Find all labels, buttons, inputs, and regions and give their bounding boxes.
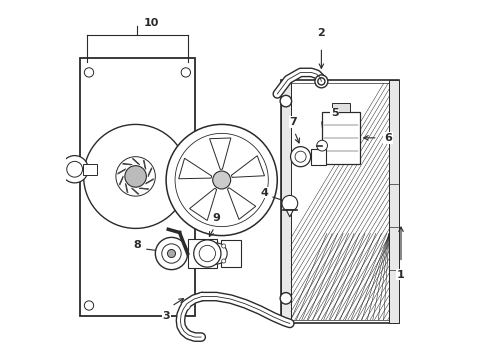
Polygon shape — [210, 138, 231, 169]
Circle shape — [206, 243, 227, 264]
Circle shape — [213, 171, 231, 189]
Circle shape — [166, 125, 277, 235]
Text: 1: 1 — [397, 270, 405, 280]
Polygon shape — [190, 188, 217, 221]
Circle shape — [291, 147, 311, 167]
Text: 9: 9 — [212, 213, 220, 223]
Bar — [311, 149, 326, 165]
Circle shape — [282, 195, 298, 211]
Circle shape — [318, 78, 325, 85]
Text: 4: 4 — [261, 188, 269, 198]
Circle shape — [181, 301, 191, 310]
Bar — [332, 103, 350, 112]
Circle shape — [125, 166, 147, 187]
Polygon shape — [227, 188, 256, 219]
Circle shape — [84, 125, 188, 228]
Text: 2: 2 — [318, 28, 325, 39]
Circle shape — [221, 259, 226, 263]
Circle shape — [61, 156, 88, 183]
Circle shape — [315, 75, 328, 88]
Bar — [291, 83, 389, 320]
Bar — [82, 164, 97, 175]
Circle shape — [116, 157, 155, 196]
Circle shape — [84, 68, 94, 77]
Bar — [221, 240, 242, 267]
Circle shape — [175, 134, 269, 226]
Bar — [188, 239, 217, 268]
Bar — [389, 80, 399, 323]
Text: 7: 7 — [290, 117, 297, 127]
Circle shape — [295, 151, 306, 162]
Polygon shape — [231, 156, 265, 177]
Circle shape — [181, 68, 191, 77]
Text: 8: 8 — [133, 239, 141, 249]
Bar — [281, 80, 399, 323]
Bar — [281, 80, 291, 323]
Circle shape — [155, 237, 188, 270]
Circle shape — [280, 95, 292, 107]
Circle shape — [84, 301, 94, 310]
Circle shape — [67, 161, 82, 177]
Circle shape — [199, 245, 216, 262]
Circle shape — [221, 244, 226, 248]
Circle shape — [280, 293, 292, 304]
Text: 10: 10 — [144, 18, 159, 28]
Circle shape — [168, 249, 175, 257]
Polygon shape — [179, 158, 212, 179]
Circle shape — [162, 244, 181, 263]
Bar — [322, 112, 360, 164]
Text: 6: 6 — [384, 133, 392, 143]
Bar — [80, 58, 195, 316]
Circle shape — [194, 240, 221, 267]
Polygon shape — [286, 210, 294, 217]
Text: 3: 3 — [162, 311, 170, 321]
Circle shape — [317, 140, 327, 151]
Text: 5: 5 — [331, 108, 339, 118]
